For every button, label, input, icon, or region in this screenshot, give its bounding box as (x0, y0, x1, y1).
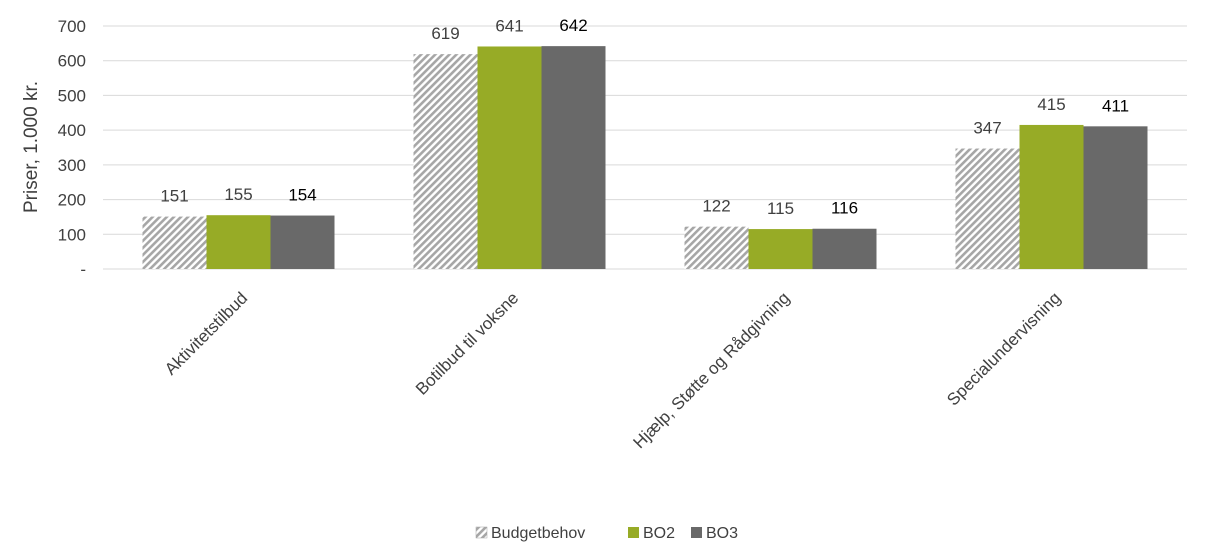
data-label: 619 (431, 24, 459, 43)
data-label: 155 (224, 185, 252, 204)
data-label: 415 (1037, 95, 1065, 114)
legend-label: BO3 (706, 525, 738, 542)
data-label: 641 (495, 16, 523, 35)
y-tick-label: 300 (58, 156, 86, 175)
y-tick-label: 100 (58, 225, 86, 244)
y-tick-label: 200 (58, 191, 86, 210)
legend-label: Budgetbehov (491, 525, 585, 542)
data-labels: 151 155 154 619 641 642 122 115 116 347 415 411 (160, 16, 1129, 218)
legend-label: BO2 (643, 525, 675, 542)
data-label: 347 (973, 119, 1001, 138)
data-label: 116 (831, 199, 858, 218)
y-axis-ticks: - 100 200 300 400 500 600 700 (58, 17, 86, 279)
bars (142, 46, 1148, 270)
bar-bo2 (477, 46, 542, 269)
x-category-label: Specialundervisning (943, 288, 1064, 409)
x-axis-categories: Aktivitetstilbud Botilbud til voksne Hjælp… (161, 288, 1064, 452)
bar-bo3 (1083, 126, 1148, 270)
bar-budgetbehov (142, 216, 207, 269)
legend: Budgetbehov BO2 BO3 (475, 525, 738, 542)
data-label: 151 (160, 187, 188, 206)
bar-bo3 (541, 46, 606, 270)
data-label: 122 (702, 197, 730, 216)
y-tick-label: - (80, 260, 86, 279)
y-tick-label: 700 (58, 17, 86, 36)
x-category-label: Botilbud til voksne (412, 288, 522, 398)
data-label: 411 (1102, 96, 1129, 115)
bar-budgetbehov (684, 226, 749, 269)
x-category-label: Aktivitetstilbud (161, 288, 251, 378)
bar-bo2 (1019, 124, 1084, 269)
bar-bo3 (812, 228, 877, 269)
bar-bo3 (270, 215, 335, 269)
data-label: 154 (288, 186, 316, 205)
legend-swatch-bo2 (628, 527, 639, 538)
data-label: 115 (767, 199, 794, 218)
bar-bo2 (206, 215, 271, 269)
legend-swatch-budgetbehov (475, 526, 488, 539)
y-axis-label: Priser, 1.000 kr. (21, 81, 42, 213)
x-category-label: Hjælp, Støtte og Rådgivning (630, 288, 794, 452)
data-label: 642 (559, 16, 587, 35)
bar-bo2 (748, 229, 813, 269)
y-tick-label: 600 (58, 52, 86, 71)
bar-budgetbehov (413, 54, 478, 269)
bar-budgetbehov (955, 148, 1020, 269)
legend-swatch-bo3 (691, 527, 702, 538)
y-tick-label: 500 (58, 86, 86, 105)
y-tick-label: 400 (58, 121, 86, 140)
